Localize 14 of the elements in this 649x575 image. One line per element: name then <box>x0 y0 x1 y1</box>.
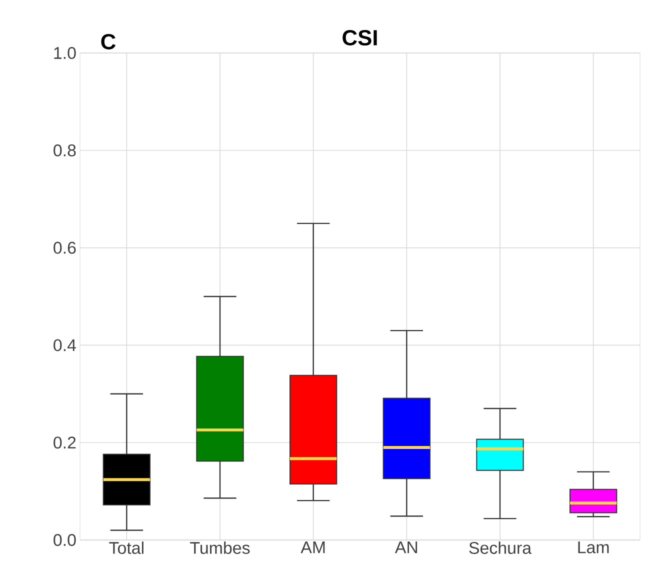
y-tick-label: 0.8 <box>54 144 76 156</box>
text: C <box>101 34 116 50</box>
y-tick-label: 0.4 <box>54 339 76 352</box>
y-tick-label: 0.6 <box>54 242 76 254</box>
x-tick-label: Sechura <box>469 542 532 554</box>
y-tick-label: 0.0 <box>54 534 76 546</box>
x-tick-label: Tumbes <box>190 542 250 554</box>
y-tick-label: 0.2 <box>54 436 76 449</box>
x-tick-label: AN <box>394 542 418 554</box>
x-tick-label: AM <box>300 542 325 554</box>
y-tick-label: 1.0 <box>54 46 76 59</box>
chart-title: CSI <box>342 30 377 46</box>
x-tick-label: Total <box>109 542 144 554</box>
x-tick-label: Lam <box>578 542 609 554</box>
